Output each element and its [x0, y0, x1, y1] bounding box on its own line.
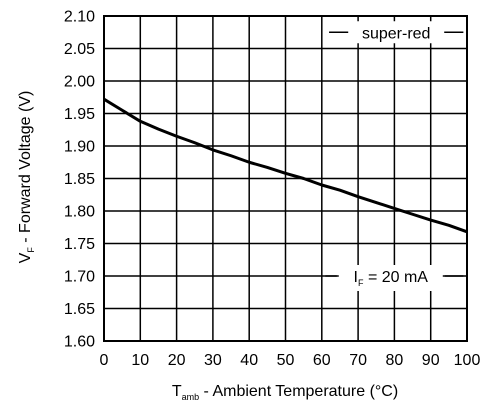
x-tick-label: 0 [100, 352, 109, 369]
plot-area [103, 97, 468, 234]
x-tick-label: 70 [349, 352, 367, 369]
x-tick-label: 50 [277, 352, 295, 369]
y-tick-label: 2.05 [64, 41, 95, 58]
y-axis-label-main: V [17, 252, 34, 263]
x-tick-label: 80 [386, 352, 404, 369]
series-label: super-red [362, 25, 430, 42]
y-axis-label-rest: - Forward Voltage (V) [17, 91, 34, 248]
x-axis-label-main: T [172, 383, 182, 400]
y-tick-label: 1.60 [64, 334, 95, 351]
x-axis-label: Tamb - Ambient Temperature (°C) [172, 383, 398, 402]
condition-label-rest: = 20 mA [364, 269, 429, 286]
condition-label-background [336, 265, 445, 291]
x-tick-label: 60 [313, 352, 331, 369]
y-tick-label: 2.10 [64, 9, 95, 26]
condition-label-group: IF = 20 mA [325, 265, 464, 291]
condition-label: IF = 20 mA [354, 269, 429, 288]
x-tick-label: 100 [454, 352, 481, 369]
x-tick-label: 10 [131, 352, 149, 369]
y-tick-label: 1.75 [64, 236, 95, 253]
x-tick-label: 90 [422, 352, 440, 369]
y-tick-label: 2.00 [64, 74, 95, 91]
y-tick-label: 1.80 [64, 204, 95, 221]
y-axis-label-sub: F [26, 247, 36, 253]
y-axis-label: VF - Forward Voltage (V) [17, 91, 36, 264]
y-tick-label: 1.90 [64, 139, 95, 156]
y-tick-label: 1.95 [64, 106, 95, 123]
y-tick-label: 1.70 [64, 269, 95, 286]
tick-labels: 0 10 20 30 40 50 60 70 80 90 100 2.10 2.05 2.00 1.95 1.… [64, 9, 481, 370]
condition-label-sub: F [358, 278, 364, 288]
plot-frame [103, 15, 468, 342]
y-tick-label: 1.65 [64, 301, 95, 318]
x-tick-label: 20 [168, 352, 186, 369]
x-axis-label-sub: amb [182, 392, 200, 402]
x-tick-label: 40 [240, 352, 258, 369]
series-label-background [346, 21, 447, 44]
condition-label-main: I [354, 269, 358, 286]
series-label-group: super-red [329, 21, 464, 44]
grid [103, 15, 468, 342]
x-tick-label: 30 [204, 352, 222, 369]
series-line-super-red [103, 97, 468, 234]
y-tick-label: 1.85 [64, 171, 95, 188]
x-axis-label-rest: - Ambient Temperature (°C) [199, 383, 398, 400]
